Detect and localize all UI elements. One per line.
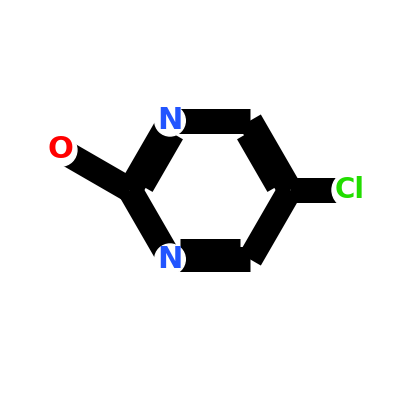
- Circle shape: [155, 244, 185, 274]
- Circle shape: [332, 172, 368, 208]
- Circle shape: [155, 106, 185, 136]
- Text: O: O: [48, 136, 74, 164]
- Text: N: N: [157, 245, 183, 274]
- Text: Cl: Cl: [335, 176, 365, 204]
- Text: N: N: [157, 106, 183, 135]
- Circle shape: [44, 134, 77, 166]
